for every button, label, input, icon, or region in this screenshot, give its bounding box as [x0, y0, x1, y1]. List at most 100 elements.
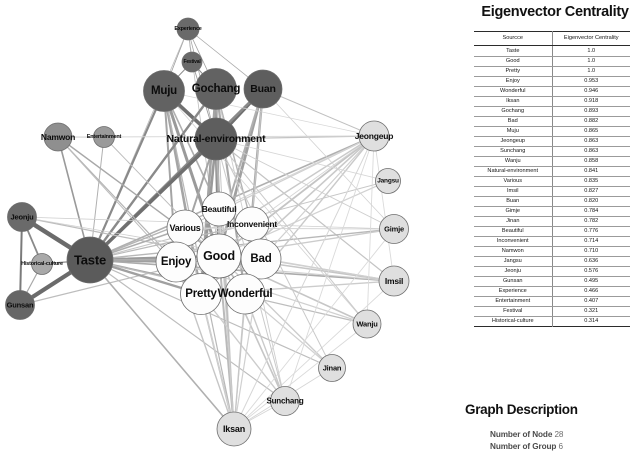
cell-centrality: 0.863	[552, 136, 630, 147]
graph-edge	[89, 259, 286, 402]
table-row: Beautiful 0.776	[474, 226, 630, 237]
cell-centrality: 0.882	[552, 116, 630, 127]
graph-node-muju[interactable]	[143, 70, 185, 112]
graph-node-festival[interactable]	[181, 51, 203, 73]
cell-centrality: 0.953	[552, 76, 630, 87]
graph-edge	[218, 255, 286, 402]
table-row: Gunsan 0.495	[474, 276, 630, 287]
cell-centrality: 1.0	[552, 66, 630, 77]
graph-edge	[218, 255, 333, 369]
graph-node-good[interactable]	[196, 233, 242, 279]
cell-source: Imsil	[474, 186, 553, 197]
graph-node-buan[interactable]	[243, 69, 283, 109]
cell-centrality: 0.835	[552, 176, 630, 187]
network-graph-svg	[5, 17, 410, 447]
graph-edge	[215, 138, 395, 282]
table-row: Historical-culture 0.314	[474, 316, 630, 327]
cell-source: Various	[474, 176, 553, 187]
cell-source: Bad	[474, 116, 553, 127]
cell-source: Taste	[474, 45, 553, 57]
graph-node-entertainment[interactable]	[93, 126, 115, 148]
graph-node-iksan[interactable]	[216, 411, 252, 447]
cell-source: Jinan	[474, 216, 553, 227]
graph-edge	[251, 135, 375, 225]
graph-node-enjoy[interactable]	[155, 241, 197, 283]
table-row: Experience 0.466	[474, 286, 630, 297]
cell-centrality: 0.714	[552, 236, 630, 247]
cell-source: Experience	[474, 286, 553, 297]
graph-edge	[88, 87, 218, 262]
cell-centrality: 0.841	[552, 166, 630, 177]
node-count-label: Number of Node	[490, 430, 553, 439]
graph-node-gimje[interactable]	[379, 214, 409, 244]
eigenvector-centrality-table: Sourcce Eigenvector Centrality Taste 1.0 G…	[474, 31, 630, 327]
cell-source: Pretty	[474, 66, 553, 77]
graph-edge	[215, 138, 389, 182]
cell-centrality: 0.858	[552, 156, 630, 167]
graph-node-wonderful[interactable]	[224, 273, 266, 315]
cell-centrality: 1.0	[552, 45, 630, 57]
graph-node-experience[interactable]	[176, 17, 200, 41]
cell-centrality: 0.784	[552, 206, 630, 217]
eigenvector-centrality-title: Eigenvector Centrality	[481, 4, 629, 20]
cell-centrality: 0.776	[552, 226, 630, 237]
graph-node-various[interactable]	[166, 209, 204, 247]
graph-node-historical-culture[interactable]	[31, 253, 53, 275]
graph-node-jeongeup[interactable]	[358, 120, 390, 152]
graph-node-jinan[interactable]	[318, 354, 346, 382]
table-row: Buan 0.820	[474, 196, 630, 207]
table-row: Natural-environment 0.841	[474, 166, 630, 177]
graph-edge	[373, 135, 395, 282]
graph-edge	[89, 259, 333, 369]
group-count-value: 6	[558, 442, 563, 451]
node-count-line: Number of Node 28	[490, 430, 563, 439]
graph-node-imsil[interactable]	[378, 265, 410, 297]
table-row: Enjoy 0.953	[474, 76, 630, 87]
graph-edge	[260, 258, 395, 282]
graph-node-gunsan[interactable]	[5, 290, 35, 320]
cell-centrality: 0.576	[552, 266, 630, 277]
graph-edge	[215, 135, 375, 140]
graph-node-gochang[interactable]	[195, 68, 237, 110]
cell-source: Historical-culture	[474, 316, 553, 327]
cell-source: Gunsan	[474, 276, 553, 287]
table-row: Entertainment 0.407	[474, 296, 630, 307]
group-count-line: Number of Group 6	[490, 442, 563, 451]
graph-node-pretty[interactable]	[180, 273, 222, 315]
graph-edge	[57, 136, 177, 263]
graph-node-natural-environment[interactable]	[194, 117, 238, 161]
cell-source: Buan	[474, 196, 553, 207]
graph-node-namwon[interactable]	[43, 122, 73, 152]
graph-edge	[89, 259, 235, 430]
graph-node-bad[interactable]	[240, 238, 282, 280]
cell-centrality: 0.946	[552, 86, 630, 97]
graph-node-taste[interactable]	[66, 236, 114, 284]
cell-source: Wonderful	[474, 86, 553, 97]
graph-edge	[21, 216, 395, 230]
cell-centrality: 1.0	[552, 56, 630, 67]
graph-edge	[233, 323, 368, 430]
graph-edge	[284, 135, 375, 402]
right-panel: Eigenvector Centrality Sourcce Eigenvect…	[452, 0, 642, 465]
cell-centrality: 0.710	[552, 246, 630, 257]
graph-node-beautiful[interactable]	[201, 191, 237, 227]
graph-description-title: Graph Description	[465, 402, 578, 417]
table-row: Good 1.0	[474, 56, 630, 67]
cell-source: Jeonju	[474, 266, 553, 277]
node-count-value: 28	[554, 430, 564, 439]
graph-node-jangsu[interactable]	[375, 168, 401, 194]
cell-centrality: 0.636	[552, 256, 630, 267]
graph-node-inconvenient[interactable]	[234, 206, 270, 242]
graph-node-sunchang[interactable]	[270, 386, 300, 416]
graph-node-wanju[interactable]	[352, 309, 382, 339]
cell-source: Good	[474, 56, 553, 67]
cell-source: Festival	[474, 306, 553, 317]
graph-node-jeonju[interactable]	[7, 202, 37, 232]
cell-source: Sunchang	[474, 146, 553, 157]
cell-source: Entertainment	[474, 296, 553, 307]
cell-source: Muju	[474, 126, 553, 137]
table-row: Jeonju 0.576	[474, 266, 630, 277]
graph-edge	[215, 138, 395, 230]
cell-centrality: 0.466	[552, 286, 630, 297]
cell-centrality: 0.918	[552, 96, 630, 107]
